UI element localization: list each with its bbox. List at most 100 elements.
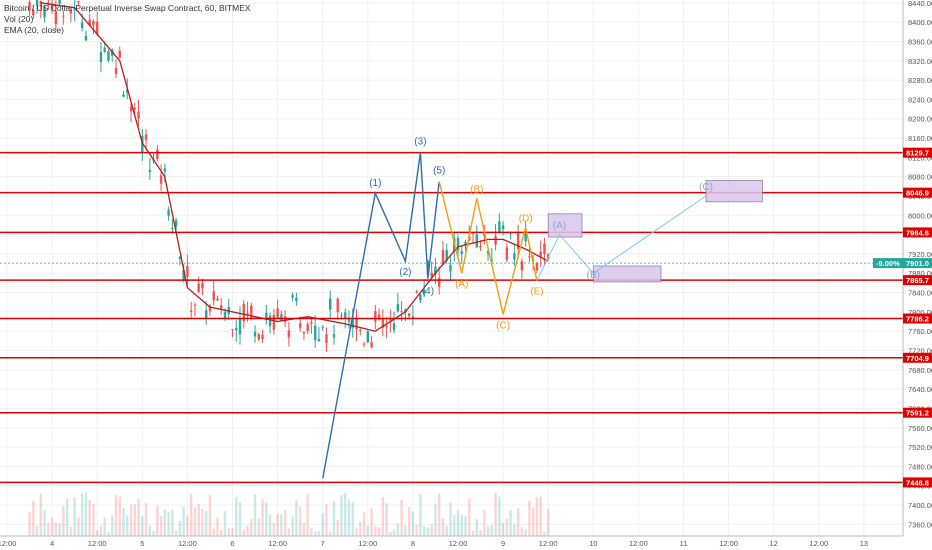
candle-body bbox=[464, 241, 467, 246]
candle-body bbox=[362, 343, 366, 345]
wave-label: (D) bbox=[519, 213, 533, 224]
price-tick-label: 7680.00 bbox=[908, 366, 932, 375]
volume-bar bbox=[223, 511, 227, 536]
candle-body bbox=[302, 332, 306, 334]
time-tick-label: 7 bbox=[321, 539, 325, 548]
wave-label: (E) bbox=[530, 286, 543, 297]
volume-bar bbox=[351, 502, 354, 536]
volume-bar bbox=[509, 510, 512, 536]
volume-bar bbox=[347, 499, 351, 536]
candle-body bbox=[137, 111, 140, 119]
time-tick-label: 12:00 bbox=[358, 539, 377, 548]
volume-bar bbox=[313, 531, 317, 536]
volume-bar bbox=[456, 510, 460, 536]
price-tick-label: 7840.00 bbox=[908, 289, 932, 298]
volume-bar bbox=[445, 525, 448, 536]
candle-body bbox=[471, 233, 475, 235]
volume-bar bbox=[419, 494, 422, 536]
level-price-label: 7865.7 bbox=[906, 276, 929, 285]
candle-body bbox=[208, 305, 212, 312]
price-axis[interactable] bbox=[903, 0, 932, 550]
level-price-tag bbox=[903, 477, 932, 488]
candle-body bbox=[167, 209, 170, 216]
volume-bar bbox=[69, 526, 73, 536]
candle-body bbox=[50, 6, 54, 10]
candle-body bbox=[261, 334, 264, 340]
wave-label: (A) bbox=[553, 221, 566, 232]
volume-bar bbox=[261, 499, 264, 536]
level-price-tag bbox=[903, 187, 932, 198]
target-box[interactable] bbox=[705, 180, 763, 203]
target-box[interactable] bbox=[592, 265, 662, 283]
candle-body bbox=[490, 259, 494, 262]
volume-bar bbox=[366, 525, 369, 536]
volume-bar bbox=[84, 492, 88, 536]
candle-body bbox=[528, 256, 531, 258]
volume-bar bbox=[156, 505, 159, 536]
volume-bar bbox=[242, 529, 245, 536]
volume-bar bbox=[268, 514, 272, 536]
candle-body bbox=[396, 303, 400, 312]
volume-bar bbox=[381, 497, 385, 536]
price-tick-label: 8320.00 bbox=[908, 57, 932, 66]
volume-bar bbox=[231, 528, 234, 536]
price-tick-label: 7800.00 bbox=[908, 308, 932, 317]
volume-bar bbox=[280, 513, 283, 536]
volume-bar bbox=[329, 531, 332, 536]
volume-bar bbox=[58, 523, 61, 536]
last-price-tag bbox=[903, 258, 932, 269]
candle-body bbox=[306, 324, 309, 332]
candle-body bbox=[411, 316, 415, 319]
time-tick-label: 9 bbox=[501, 539, 505, 548]
candle-body bbox=[501, 225, 505, 230]
volume-bar bbox=[80, 493, 84, 536]
time-tick-label: 12 bbox=[770, 539, 778, 548]
volume-bar bbox=[362, 512, 366, 536]
wave-label: (1) bbox=[369, 178, 381, 189]
volume-bar bbox=[141, 516, 144, 536]
time-axis[interactable] bbox=[0, 536, 903, 550]
target-box[interactable] bbox=[547, 213, 583, 238]
time-tick-label: 13 bbox=[860, 539, 868, 548]
price-tick-label: 8200.00 bbox=[908, 115, 932, 124]
candle-body bbox=[325, 334, 328, 344]
volume-bar bbox=[302, 522, 306, 536]
candle-body bbox=[486, 250, 490, 254]
candle-body bbox=[28, 1, 31, 11]
projection-wave-line[interactable] bbox=[536, 195, 707, 281]
volume-bar bbox=[543, 531, 546, 536]
candle-body bbox=[250, 305, 253, 320]
time-tick-label: 4 bbox=[50, 539, 54, 548]
price-tick-label: 8280.00 bbox=[908, 76, 932, 85]
primary-wave-line[interactable] bbox=[322, 152, 440, 479]
volume-bar bbox=[246, 526, 249, 536]
volume-bar bbox=[344, 492, 347, 536]
candle-body bbox=[126, 89, 129, 93]
candle-body bbox=[509, 233, 512, 235]
level-price-tag bbox=[903, 407, 932, 418]
candle-body bbox=[231, 329, 234, 331]
candle-body bbox=[351, 317, 354, 328]
candle-body bbox=[58, 0, 61, 4]
candle-body bbox=[355, 318, 358, 330]
volume-bar bbox=[208, 495, 212, 536]
volume-bar bbox=[475, 519, 478, 536]
candle-body bbox=[539, 251, 542, 257]
volume-bar bbox=[167, 511, 170, 536]
volume-bar bbox=[377, 527, 381, 536]
volume-bar bbox=[370, 507, 373, 536]
volume-bar bbox=[539, 496, 542, 536]
candle-body bbox=[385, 325, 388, 328]
volume-bar bbox=[407, 507, 411, 536]
volume-bar bbox=[321, 513, 324, 536]
volume-bar bbox=[283, 510, 287, 536]
corrective-wave-line[interactable] bbox=[438, 181, 538, 315]
volume-bar bbox=[501, 523, 505, 536]
candle-body bbox=[107, 50, 110, 61]
price-tick-label: 8120.00 bbox=[908, 153, 932, 162]
candle-body bbox=[347, 319, 351, 322]
volume-bar bbox=[374, 526, 377, 536]
candle-body bbox=[392, 323, 396, 331]
